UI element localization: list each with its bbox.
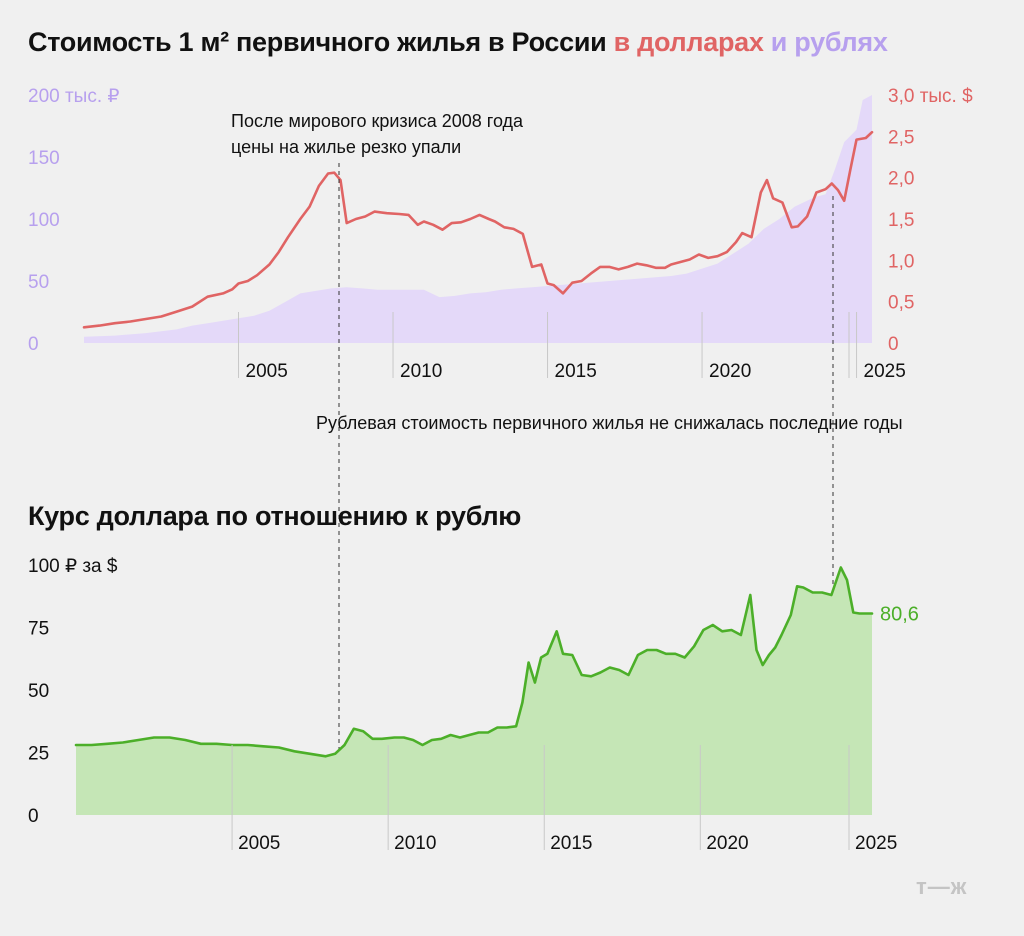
rub-area-layer <box>84 95 872 343</box>
crisis-annotation: После мирового кризиса 2008 года цены на… <box>231 108 523 160</box>
usd-axis-ticks: 3,0 тыс. $ 2,5 2,0 1,5 1,0 0,5 0 <box>888 86 973 355</box>
fx-rate-area <box>76 567 872 815</box>
bottom-x-tick-2025: 2025 <box>855 833 897 854</box>
usd-tick-1: 1,0 <box>888 251 914 272</box>
rub-tick-50: 50 <box>28 272 49 293</box>
usd-tick-2.5: 2,5 <box>888 127 914 148</box>
rub-price-area <box>84 95 872 343</box>
usd-tick-0: 0 <box>888 334 899 355</box>
fx-tick-75: 75 <box>28 619 49 640</box>
fx-chart-title: Курс доллара по отношению к рублю <box>28 501 522 531</box>
top-x-tick-2020: 2020 <box>709 361 751 382</box>
top-x-axis-ticks: 2005 2010 2015 2020 2025 <box>246 361 906 382</box>
rub-tick-0: 0 <box>28 334 39 355</box>
fx-area-layer <box>74 566 874 815</box>
top-x-tick-2005: 2005 <box>246 361 288 382</box>
usd-tick-3: 3,0 тыс. $ <box>888 86 973 107</box>
rub-tick-150: 150 <box>28 148 60 169</box>
usd-tick-2: 2,0 <box>888 169 914 190</box>
annotation-dashed-lines <box>338 163 834 760</box>
bottom-x-tick-2015: 2015 <box>550 833 592 854</box>
chart-title: Стоимость 1 м² первичного жилья в России… <box>28 27 888 58</box>
bottom-x-tick-2020: 2020 <box>706 833 748 854</box>
fx-tick-0: 0 <box>28 806 39 827</box>
logo: т—ж <box>916 874 968 899</box>
title-rub: и рублях <box>770 27 888 57</box>
top-gridlines <box>238 312 858 378</box>
fx-tick-100: 100 ₽ за $ <box>28 556 118 577</box>
top-x-tick-2015: 2015 <box>555 361 597 382</box>
fx-axis-ticks: 100 ₽ за $ 75 50 25 0 <box>28 556 118 827</box>
usd-price-line <box>82 130 874 329</box>
ruble-annotation: Рублевая стоимость первичного жилья не с… <box>316 413 903 433</box>
top-x-tick-2010: 2010 <box>400 361 442 382</box>
fx-tick-25: 25 <box>28 744 49 765</box>
fx-last-value: 80,6 <box>880 604 919 626</box>
rub-axis-ticks: 200 тыс. ₽ 150 100 50 0 <box>28 86 119 355</box>
usd-tick-1.5: 1,5 <box>888 210 914 231</box>
crisis-annotation-line1: После мирового кризиса 2008 года <box>231 111 524 131</box>
fx-tick-50: 50 <box>28 681 49 702</box>
rub-tick-200: 200 тыс. ₽ <box>28 86 119 107</box>
bottom-x-axis-ticks: 2005 2010 2015 2020 2025 <box>238 833 897 854</box>
bottom-x-tick-2010: 2010 <box>394 833 436 854</box>
title-usd: в долларах <box>613 27 764 57</box>
top-x-tick-2025: 2025 <box>864 361 906 382</box>
usd-line-layer <box>82 130 874 329</box>
crisis-annotation-line2: цены на жилье резко упали <box>231 137 462 157</box>
fx-last-value-label: 80,6 <box>880 604 919 626</box>
usd-tick-0.5: 0,5 <box>888 293 914 314</box>
bottom-gridlines <box>231 745 850 850</box>
title-main: Стоимость 1 м² первичного жилья в России <box>28 27 607 57</box>
fx-rate-line <box>74 566 874 758</box>
rub-tick-100: 100 <box>28 210 60 231</box>
bottom-x-tick-2005: 2005 <box>238 833 280 854</box>
